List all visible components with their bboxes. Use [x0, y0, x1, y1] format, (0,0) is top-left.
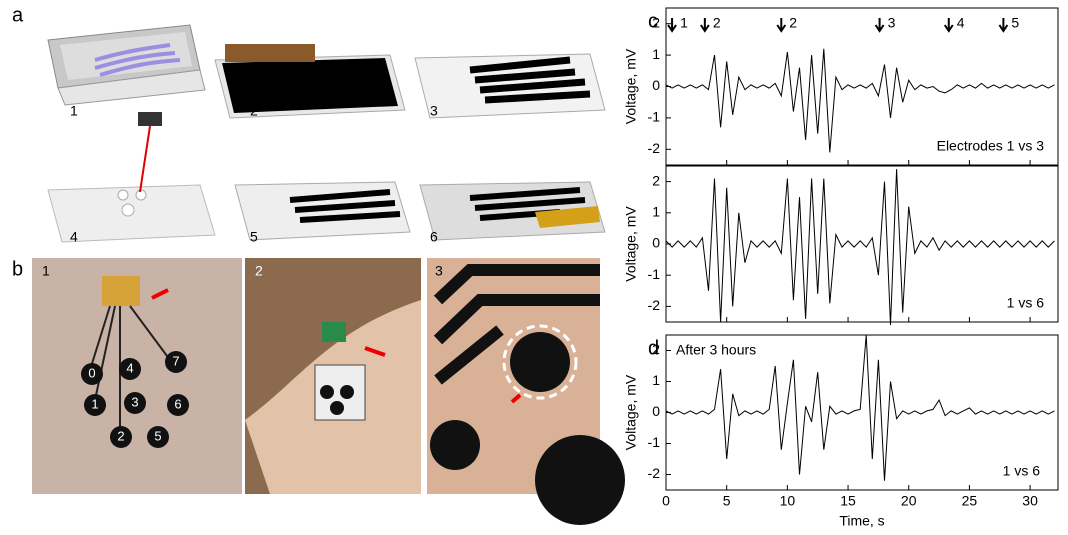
x-tick-label: 0: [662, 493, 670, 509]
y-tick-label: -1: [648, 109, 661, 125]
step-label: 1: [70, 103, 78, 119]
y-tick-label: 2: [652, 172, 660, 188]
electrode-label: 2: [117, 428, 124, 443]
panel-label: b: [12, 258, 23, 280]
y-tick-label: 1: [652, 204, 660, 220]
annotation: After 3 hours: [676, 342, 756, 358]
step-label: 6: [430, 229, 438, 245]
event-label: 2: [713, 15, 721, 31]
step-label: 3: [430, 103, 438, 119]
y-tick-label: 1: [652, 372, 660, 388]
electrode-label: 4: [126, 360, 133, 375]
event-arrow: [777, 18, 785, 31]
event-label: 2: [789, 15, 797, 31]
event-arrow: [999, 18, 1007, 31]
y-tick-label: 0: [652, 235, 660, 251]
panel-label: d: [648, 337, 659, 359]
photo-label: 3: [435, 263, 443, 279]
y-tick-label: 1: [652, 46, 660, 62]
y-tick-label: -1: [648, 266, 661, 282]
signal-line: [666, 169, 1054, 325]
photo-label: 1: [42, 263, 50, 279]
y-tick-label: -2: [648, 465, 661, 481]
y-tick-label: -1: [648, 434, 661, 450]
event-label: 4: [957, 15, 965, 31]
y-tick-label: 0: [652, 77, 660, 93]
electrode-label: 0: [88, 365, 95, 380]
electrode-label: 5: [154, 428, 161, 443]
plot-frame: [666, 335, 1058, 490]
x-tick-label: 15: [840, 493, 856, 509]
panel-b-art: [32, 258, 625, 525]
y-axis-label: Voltage, mV: [623, 48, 639, 124]
event-arrow: [668, 18, 676, 31]
x-tick-label: 25: [962, 493, 978, 509]
plot-frame: [666, 166, 1058, 322]
panel-label: a: [12, 4, 24, 26]
annotation: 1 vs 6: [1003, 463, 1041, 479]
y-tick-label: 0: [652, 403, 660, 419]
annotation: 1 vs 6: [1007, 295, 1045, 311]
x-tick-label: 5: [723, 493, 731, 509]
x-axis-label: Time, s: [839, 513, 884, 529]
event-label: 1: [680, 15, 688, 31]
page: a b 12345612304713625-2-1012Voltage, mVc…: [0, 0, 1068, 535]
photo-label: 2: [255, 263, 263, 279]
x-tick-label: 20: [901, 493, 917, 509]
event-label: 5: [1011, 15, 1019, 31]
y-axis-label: Voltage, mV: [623, 206, 639, 282]
electrode-label: 6: [174, 396, 181, 411]
panel-a-art: [48, 25, 605, 242]
step-label: 5: [250, 229, 258, 245]
figure: a b 12345612304713625-2-1012Voltage, mVc…: [0, 0, 1068, 535]
event-arrow: [701, 18, 709, 31]
y-tick-label: -2: [648, 140, 661, 156]
electrode-label: 7: [172, 353, 179, 368]
x-tick-label: 30: [1022, 493, 1038, 509]
step-label: 4: [70, 229, 78, 245]
electrode-label: 1: [91, 396, 98, 411]
y-axis-label: Voltage, mV: [623, 374, 639, 450]
x-tick-label: 10: [780, 493, 796, 509]
event-arrow: [945, 18, 953, 31]
step-label: 2: [250, 103, 258, 119]
panel-label: c: [648, 10, 658, 32]
annotation: Electrodes 1 vs 3: [937, 138, 1045, 154]
y-tick-label: -2: [648, 297, 661, 313]
electrode-label: 3: [131, 394, 138, 409]
event-label: 3: [888, 15, 896, 31]
event-arrow: [876, 18, 884, 31]
